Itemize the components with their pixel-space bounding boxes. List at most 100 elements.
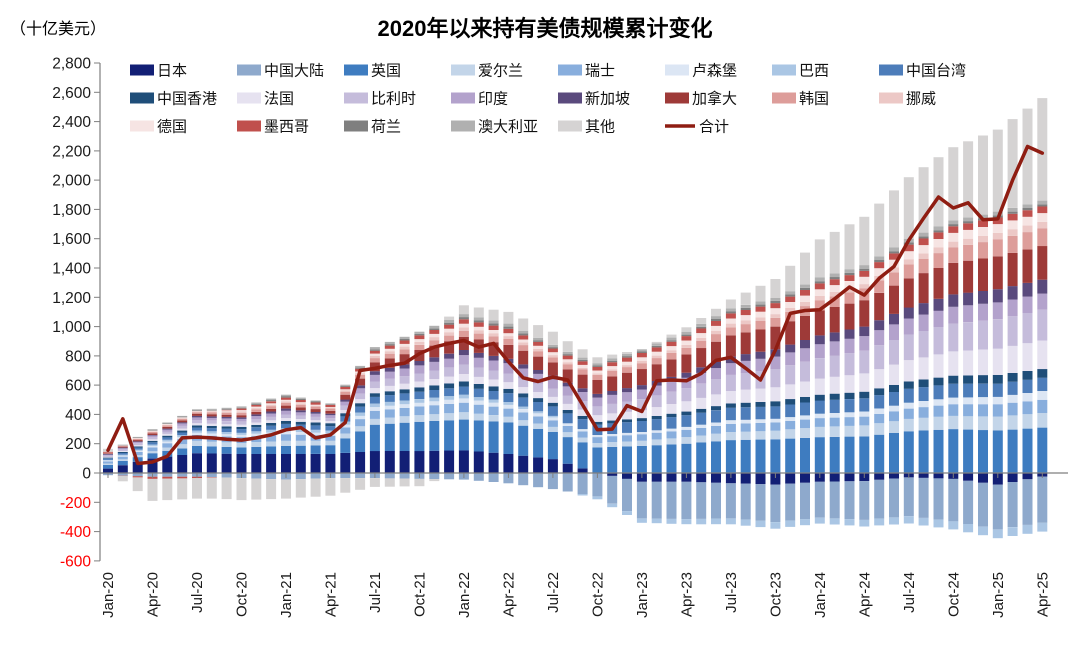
axis-unit-label: （十亿美元） [10,20,106,38]
bar-segment [547,415,558,418]
bar-segment [132,452,143,456]
bar-segment [236,418,247,422]
bar-segment [117,444,128,446]
bar-segment [1037,413,1048,428]
x-tick-label: Jul-21 [367,572,384,613]
bar-segment [192,425,202,428]
bar-segment [681,426,692,430]
bar-segment [859,398,870,412]
bar-segment [355,478,366,490]
bar-segment [414,361,425,366]
bar-segment [310,454,321,473]
bar-segment [725,440,736,473]
x-tick-label: Oct-21 [411,572,428,617]
bar-segment [948,232,959,242]
bar-segment [384,451,395,473]
bar-segment [770,298,781,301]
bar-segment [518,368,529,379]
bar-segment [295,397,306,399]
bar-segment [755,473,766,485]
x-tick-label: Apr-22 [500,572,517,617]
bar-segment [503,323,514,327]
bar-segment [340,405,351,410]
bar-segment [874,262,885,269]
bar-segment [636,434,647,441]
bar-segment [711,433,721,442]
bar-segment [369,350,380,354]
bar-segment [696,323,707,327]
bar-segment [369,381,380,389]
bar-segment [755,321,766,330]
bar-segment [696,372,707,384]
bar-segment [933,429,944,473]
bar-segment [636,418,647,421]
bar-segment [503,328,514,334]
bar-segment [978,349,988,376]
bar-segment [933,377,944,386]
bar-segment [355,388,366,394]
bar-segment [547,417,558,421]
bar-segment [177,416,188,418]
bar-segment [844,275,855,281]
legend-item: 英国 [344,62,401,80]
bar-segment [755,304,766,307]
bar-segment [948,241,959,248]
bar-segment [369,349,380,351]
bar-segment [725,363,736,375]
bar-segment [458,331,469,337]
bar-segment [132,477,143,492]
bar-segment [607,446,618,473]
bar-segment [636,432,647,435]
bar-segment [592,380,603,394]
bar-segment [325,404,336,405]
bar-segment [800,301,810,306]
bar-segment [622,356,632,358]
bar-segment [562,413,573,424]
bar-segment [325,410,336,414]
bar-segment [310,401,321,403]
bar-segment [117,454,128,456]
bar-segment [533,351,544,357]
bar-segment [1007,345,1018,373]
bar-segment [829,273,840,278]
bar-segment [310,409,321,412]
bar-segment [1022,428,1033,473]
bar-segment [577,415,588,420]
bar-segment [444,450,455,473]
bar-segment [948,294,959,307]
bar-segment [429,328,440,330]
bar-segment [206,477,217,478]
legend-item: 其他 [558,119,615,136]
bar-segment [859,216,870,266]
bar-segment [266,441,277,447]
bar-segment [859,373,870,392]
bar-segment [651,345,662,348]
bar-segment [103,454,113,456]
bar-segment [251,404,262,407]
bar-segment [651,518,662,524]
bar-segment [177,430,188,433]
bar-segment [444,316,455,320]
bar-segment [933,405,944,417]
bar-segment [340,410,351,414]
bar-segment [1022,473,1033,480]
bar-segment [206,416,217,418]
bar-segment [503,388,514,394]
bar-segment [503,422,514,454]
bar-segment [963,404,974,417]
bar-segment [963,223,974,230]
bar-segment [874,203,885,257]
bar-segment [622,365,632,368]
bar-segment [369,374,380,382]
bar-segment [785,365,796,385]
bar-segment [874,259,885,263]
bar-segment [918,430,929,473]
bar-segment [770,369,781,388]
bar-segment [978,404,988,417]
bar-segment [399,389,410,394]
bar-segment [444,473,455,480]
bar-segment [206,414,217,417]
bar-segment [355,385,366,389]
bar-segment [770,279,781,298]
bar-segment [622,478,632,512]
